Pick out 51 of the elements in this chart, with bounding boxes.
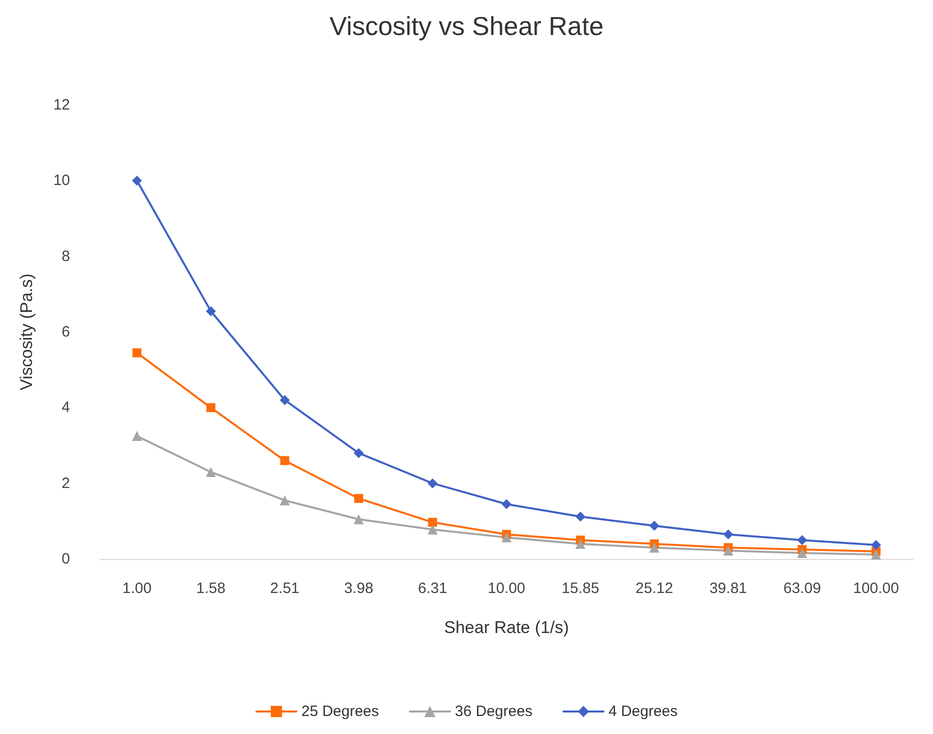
x-tick-label: 1.58 (196, 580, 226, 597)
point (206, 466, 216, 477)
point (649, 542, 660, 553)
point (280, 495, 290, 506)
y-tick-label: 2 (62, 474, 70, 492)
x-tick-label: 39.81 (709, 580, 747, 597)
x-tick-label: 100.00 (853, 580, 899, 597)
chart-title: Viscosity vs Shear Rate (329, 11, 604, 41)
y-axis-title: Viscosity (Pa.s) (17, 274, 36, 390)
x-axis-title: Shear Rate (1/s) (444, 618, 569, 637)
point (354, 494, 364, 503)
point (502, 499, 512, 510)
point (428, 524, 438, 534)
point (575, 512, 586, 522)
point (871, 549, 882, 560)
y-tick-label: 4 (62, 399, 70, 416)
point (206, 306, 216, 316)
x-tick-label: 25.12 (636, 580, 674, 597)
x-tick-label: 1.00 (122, 580, 152, 597)
point (797, 548, 808, 558)
y-tick-label: 12 (53, 96, 70, 114)
point (354, 514, 364, 524)
legend-label: 4 Degrees (608, 703, 678, 720)
point (428, 518, 438, 527)
x-tick-label: 2.51 (270, 580, 300, 597)
point (132, 348, 142, 358)
y-tick-label: 10 (53, 172, 70, 190)
point (871, 540, 882, 550)
point (280, 456, 290, 466)
y-tick-label: 8 (62, 248, 70, 265)
x-tick-label: 3.98 (344, 580, 374, 597)
point (428, 478, 438, 488)
point (132, 431, 142, 442)
point (723, 529, 734, 540)
x-tick-label: 10.00 (488, 580, 526, 597)
legend-label: 25 Degrees (301, 703, 379, 720)
point (502, 532, 512, 542)
y-tick-label: 0 (62, 550, 70, 568)
point (723, 546, 734, 556)
point (649, 520, 660, 531)
point (354, 448, 364, 458)
point (206, 403, 216, 412)
point (797, 535, 808, 546)
point (575, 538, 586, 549)
x-tick-label: 63.09 (783, 580, 821, 597)
legend-label: 36 Degrees (454, 703, 532, 720)
point (280, 395, 290, 406)
y-tick-label: 6 (62, 324, 70, 340)
point (132, 176, 142, 186)
x-tick-label: 6.31 (418, 580, 448, 597)
x-tick-label: 15.85 (562, 580, 600, 597)
